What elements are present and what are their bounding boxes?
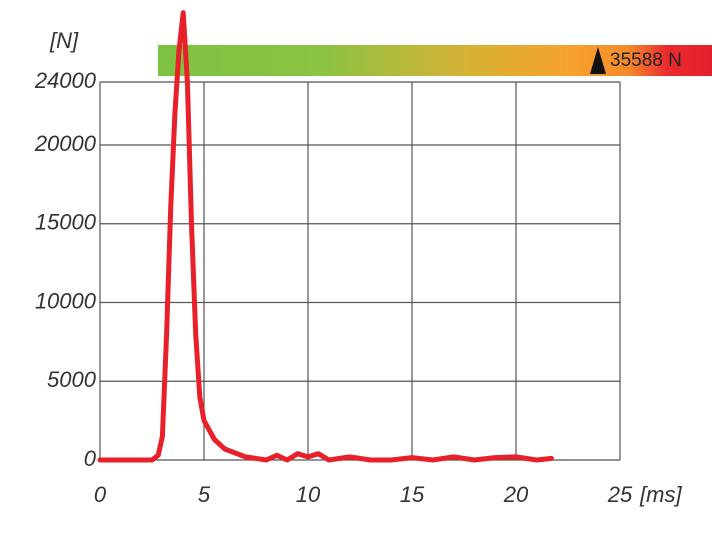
gauge-label: 35588 N: [610, 50, 682, 71]
y-tick-label: 24000: [34, 68, 97, 93]
x-tick-label: 10: [296, 482, 321, 507]
x-tick-label: 20: [503, 482, 529, 507]
y-tick-label: 0: [84, 446, 97, 471]
y-tick-label: 20000: [34, 131, 97, 156]
x-tick-label: 15: [400, 482, 425, 507]
x-axis-label: [ms]: [639, 482, 682, 507]
gauge-marker: [590, 47, 606, 74]
y-tick-label: 5000: [47, 367, 97, 392]
x-tick-label: 25: [607, 482, 633, 507]
y-axis-label: [N]: [49, 28, 79, 53]
y-tick-label: 10000: [35, 288, 97, 313]
y-tick-label: 15000: [35, 210, 97, 235]
x-tick-label: 5: [198, 482, 211, 507]
data-line: [97, 10, 554, 463]
gauge-bar: [158, 45, 712, 76]
x-tick-label: 0: [94, 482, 107, 507]
